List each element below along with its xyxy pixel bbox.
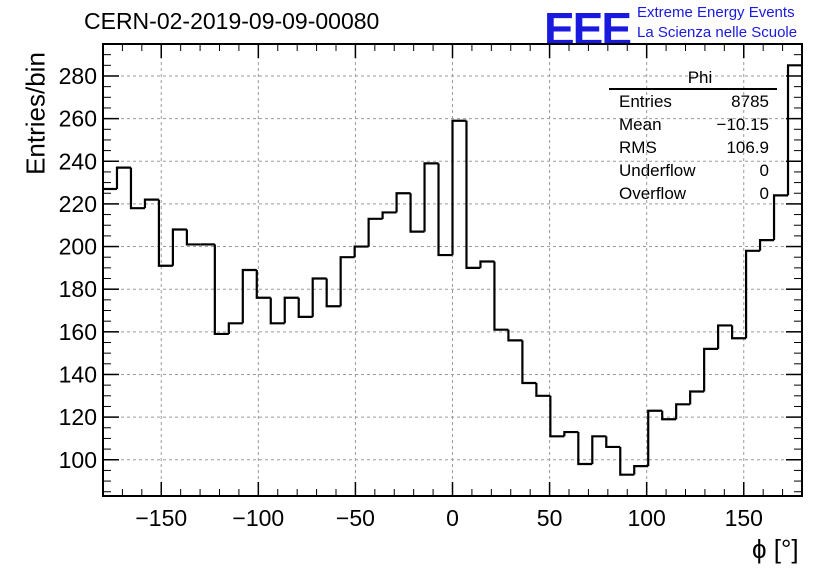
histogram-bin	[423, 162, 439, 232]
histogram-bin	[227, 322, 243, 334]
histogram-bin	[577, 432, 593, 466]
histogram-bin	[772, 194, 789, 241]
histogram-bin	[157, 199, 173, 267]
stats-row: Underflow 0	[609, 159, 777, 182]
histogram-bin	[507, 329, 523, 342]
histogram-bin	[744, 249, 761, 339]
histogram-bin	[689, 390, 705, 405]
logo-subtitle-1: Extreme Energy Events	[637, 4, 795, 21]
histogram-bin	[493, 261, 509, 331]
histogram-bin	[549, 395, 565, 438]
histogram-bin	[185, 229, 201, 246]
y-tick-label: 120	[59, 404, 97, 430]
plot-frame	[102, 43, 803, 497]
x-tick-label: −100	[232, 505, 284, 531]
y-tick-label: 140	[59, 361, 97, 387]
x-tick-label: −150	[135, 505, 187, 531]
stats-row: RMS 106.9	[609, 136, 777, 159]
stats-value: 106.9	[726, 138, 769, 157]
histogram-bin	[758, 239, 775, 251]
histogram-bin	[409, 193, 425, 233]
y-tick-label: 200	[59, 234, 97, 260]
histogram-bin	[367, 217, 383, 247]
x-tick-label: 100	[627, 505, 665, 531]
stats-row: Overflow 0	[609, 182, 777, 205]
histogram-bin	[381, 211, 397, 219]
histogram-bin	[325, 278, 341, 308]
x-tick-label: 50	[537, 505, 563, 531]
stats-label: Overflow	[619, 184, 687, 203]
histogram-bin	[241, 268, 257, 324]
histogram-bin	[479, 260, 495, 268]
x-tick-label: 0	[446, 505, 459, 531]
histogram-bin	[661, 410, 677, 421]
histogram-bin	[647, 409, 663, 467]
y-tick-label: 240	[59, 148, 97, 174]
stats-value: 0	[759, 161, 769, 180]
stats-row: Entries 8785	[609, 90, 777, 113]
histogram-bin	[451, 119, 467, 256]
histogram-bin	[731, 325, 747, 340]
stats-box-title: Phi	[609, 68, 777, 90]
x-axis-label: ϕ [°]	[752, 534, 799, 564]
logo-subtitle-2: La Scienza nelle Scuole	[637, 24, 798, 41]
y-tick-label: 280	[59, 63, 97, 89]
histogram-bin	[283, 296, 299, 324]
stats-label: Underflow	[619, 161, 696, 180]
stats-label: Mean	[619, 115, 662, 134]
histogram-bin	[437, 163, 453, 257]
histogram-bin	[143, 198, 159, 209]
histogram-bin	[591, 435, 607, 465]
histogram-bin	[297, 297, 313, 319]
histogram-bin	[311, 277, 327, 317]
y-tick-label: 260	[59, 106, 97, 132]
histogram-bin	[633, 465, 649, 475]
stats-box: Phi Entries 8785 Mean −10.15 RMS 106.9 U…	[609, 68, 777, 205]
histogram-bin	[605, 436, 621, 449]
y-tick-label: 180	[59, 276, 97, 302]
y-tick-label: 100	[59, 447, 97, 473]
histogram-bin	[213, 244, 229, 336]
y-tick-label: 160	[59, 319, 97, 345]
histogram-bin	[717, 324, 733, 349]
histogram-bin	[535, 383, 551, 397]
histogram-bin	[786, 64, 802, 196]
histogram-bin	[171, 228, 187, 266]
histogram-bin	[521, 340, 537, 385]
chart-title: CERN-02-2019-09-09-00080	[84, 8, 380, 34]
histogram-bin	[339, 256, 355, 307]
stats-value: 8785	[731, 92, 769, 111]
histogram-bin	[395, 192, 411, 213]
histogram-bin	[675, 403, 691, 420]
histogram-bin	[129, 167, 145, 210]
stats-label: RMS	[619, 138, 657, 157]
histogram-bin	[563, 430, 579, 437]
histogram-bin	[269, 297, 285, 325]
stats-value: 0	[759, 184, 769, 203]
histogram-bin	[255, 270, 271, 299]
histogram-bin	[465, 120, 481, 269]
histogram-bin	[115, 166, 131, 189]
histogram-bin	[353, 245, 369, 258]
x-tick-label: −50	[336, 505, 375, 531]
y-tick-label: 220	[59, 191, 97, 217]
x-tick-label: 150	[725, 505, 763, 531]
stats-row: Mean −10.15	[609, 113, 777, 136]
histogram-bin	[619, 446, 635, 476]
histogram-bin	[703, 347, 719, 392]
stats-value: −10.15	[716, 115, 769, 134]
stats-label: Entries	[619, 92, 672, 111]
